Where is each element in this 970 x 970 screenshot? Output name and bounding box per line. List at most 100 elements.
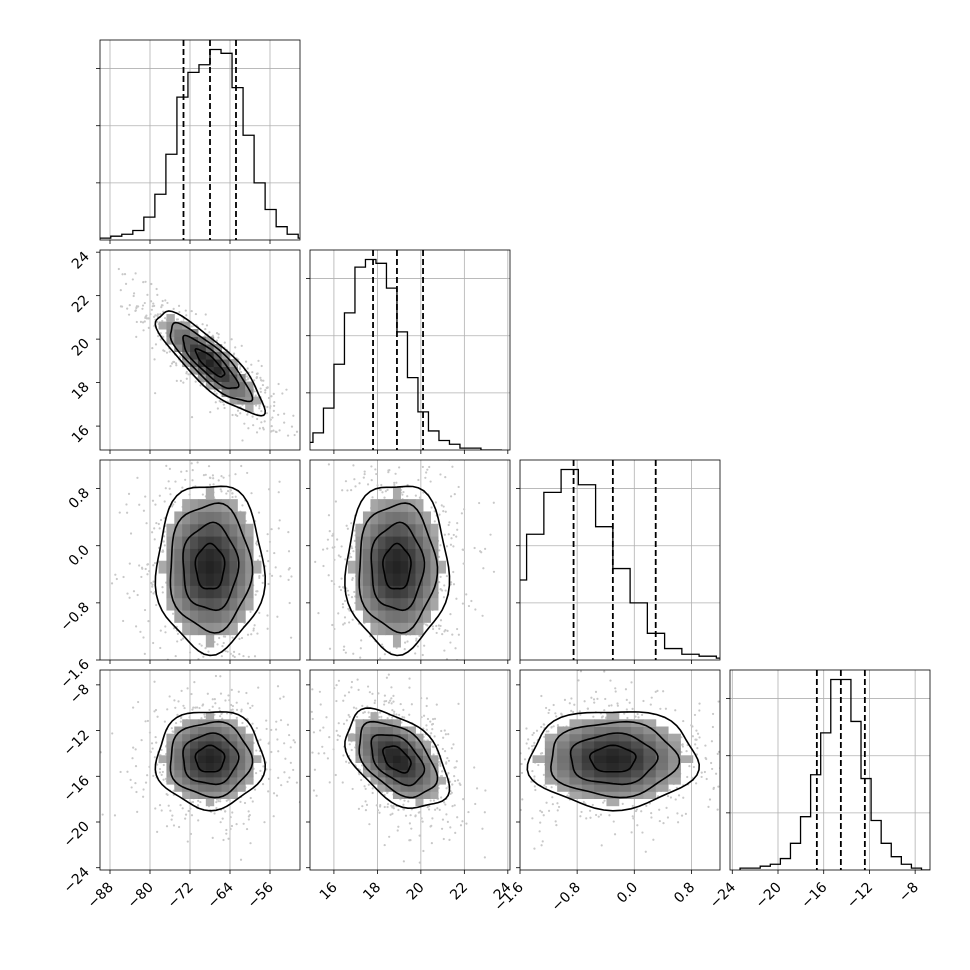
scatter-point xyxy=(323,752,326,755)
density-cell xyxy=(229,733,238,742)
scatter-point xyxy=(283,736,285,738)
density-cell xyxy=(415,523,424,537)
scatter-point xyxy=(246,633,250,636)
scatter-point xyxy=(242,665,244,667)
density-cell xyxy=(618,748,632,756)
scatter-point xyxy=(726,768,728,770)
density-cell xyxy=(229,622,238,636)
scatter-point xyxy=(342,586,345,589)
density-cell xyxy=(166,548,175,562)
density-cell xyxy=(377,560,386,574)
scatter-point xyxy=(417,478,420,482)
scatter-point xyxy=(343,616,347,619)
scatter-point xyxy=(180,680,182,682)
scatter-point xyxy=(160,306,163,309)
density-cell xyxy=(400,622,409,636)
scatter-point xyxy=(381,696,383,698)
scatter-point xyxy=(579,815,582,818)
scatter-point xyxy=(426,624,429,627)
density-cell xyxy=(618,762,632,771)
scatter-point xyxy=(695,729,698,732)
scatter-point xyxy=(212,483,215,486)
scatter-point xyxy=(676,812,679,815)
density-cell xyxy=(400,511,409,525)
panel-1-1 xyxy=(306,249,511,454)
density-cell xyxy=(182,733,191,742)
scatter-point xyxy=(349,663,351,665)
scatter-point xyxy=(591,803,594,807)
density-cell xyxy=(190,726,199,735)
scatter-point xyxy=(344,558,347,561)
scatter-point xyxy=(249,706,252,710)
scatter-point xyxy=(441,818,445,821)
scatter-point xyxy=(498,754,500,756)
density-cell xyxy=(174,344,183,353)
scatter-point xyxy=(271,416,274,419)
scatter-point xyxy=(481,827,484,830)
scatter-point xyxy=(166,301,169,305)
density-cell xyxy=(407,748,416,756)
scatter-point xyxy=(454,831,457,834)
scatter-point xyxy=(360,778,363,782)
contour-line xyxy=(154,711,267,812)
density-cell xyxy=(190,733,199,742)
scatter-point xyxy=(406,495,409,498)
density-cell xyxy=(370,523,379,537)
scatter-point xyxy=(371,791,374,795)
scatter-point xyxy=(174,480,177,483)
scatter-point xyxy=(202,655,205,658)
density-cell xyxy=(245,573,254,586)
scatter-point xyxy=(445,787,448,790)
scatter-point xyxy=(347,593,350,597)
density-cell xyxy=(182,344,191,353)
density-cell xyxy=(253,560,262,574)
scatter-point xyxy=(338,735,342,738)
scatter-point xyxy=(440,504,443,507)
scatter-point xyxy=(368,823,371,826)
scatter-point xyxy=(245,691,248,695)
density-cell xyxy=(190,536,199,549)
scatter-point xyxy=(556,809,559,812)
density-grid xyxy=(347,486,446,648)
density-cell xyxy=(643,776,657,785)
scatter-point xyxy=(688,765,691,768)
scatter-point xyxy=(265,719,268,722)
scatter-point xyxy=(552,703,555,707)
scatter-point xyxy=(167,451,169,453)
scatter-point xyxy=(143,652,146,655)
density-cell xyxy=(400,733,409,742)
scatter-point xyxy=(703,770,706,774)
scatter-point xyxy=(160,304,163,307)
scatter-point xyxy=(207,679,209,681)
scatter-point xyxy=(793,747,795,749)
scatter-point xyxy=(168,467,171,470)
scatter-point xyxy=(445,813,448,816)
scatter-point xyxy=(449,495,453,498)
scatter-point xyxy=(213,390,216,393)
scatter-point xyxy=(230,703,233,707)
scatter-point xyxy=(173,699,176,702)
scatter-point xyxy=(252,629,255,632)
density-cell xyxy=(385,597,394,611)
scatter-point xyxy=(260,670,262,672)
scatter-point xyxy=(681,743,684,746)
scatter-point xyxy=(437,555,441,558)
density-cell xyxy=(557,776,570,785)
scatter-point xyxy=(111,732,114,735)
density-cell xyxy=(377,548,386,562)
scatter-point xyxy=(278,429,281,432)
scatter-point xyxy=(184,309,187,312)
scatter-point xyxy=(348,609,351,612)
density-cell xyxy=(407,755,416,763)
scatter-point xyxy=(530,780,533,783)
scatter-point xyxy=(425,697,429,700)
scatter-point xyxy=(512,711,514,713)
scatter-point xyxy=(430,506,433,509)
density-cell xyxy=(174,511,183,525)
scatter-point xyxy=(158,804,162,807)
density-cell xyxy=(166,597,175,611)
scatter-point xyxy=(243,801,247,805)
scatter-point xyxy=(375,665,377,667)
density-cell xyxy=(197,740,207,749)
scatter-point xyxy=(337,661,339,663)
